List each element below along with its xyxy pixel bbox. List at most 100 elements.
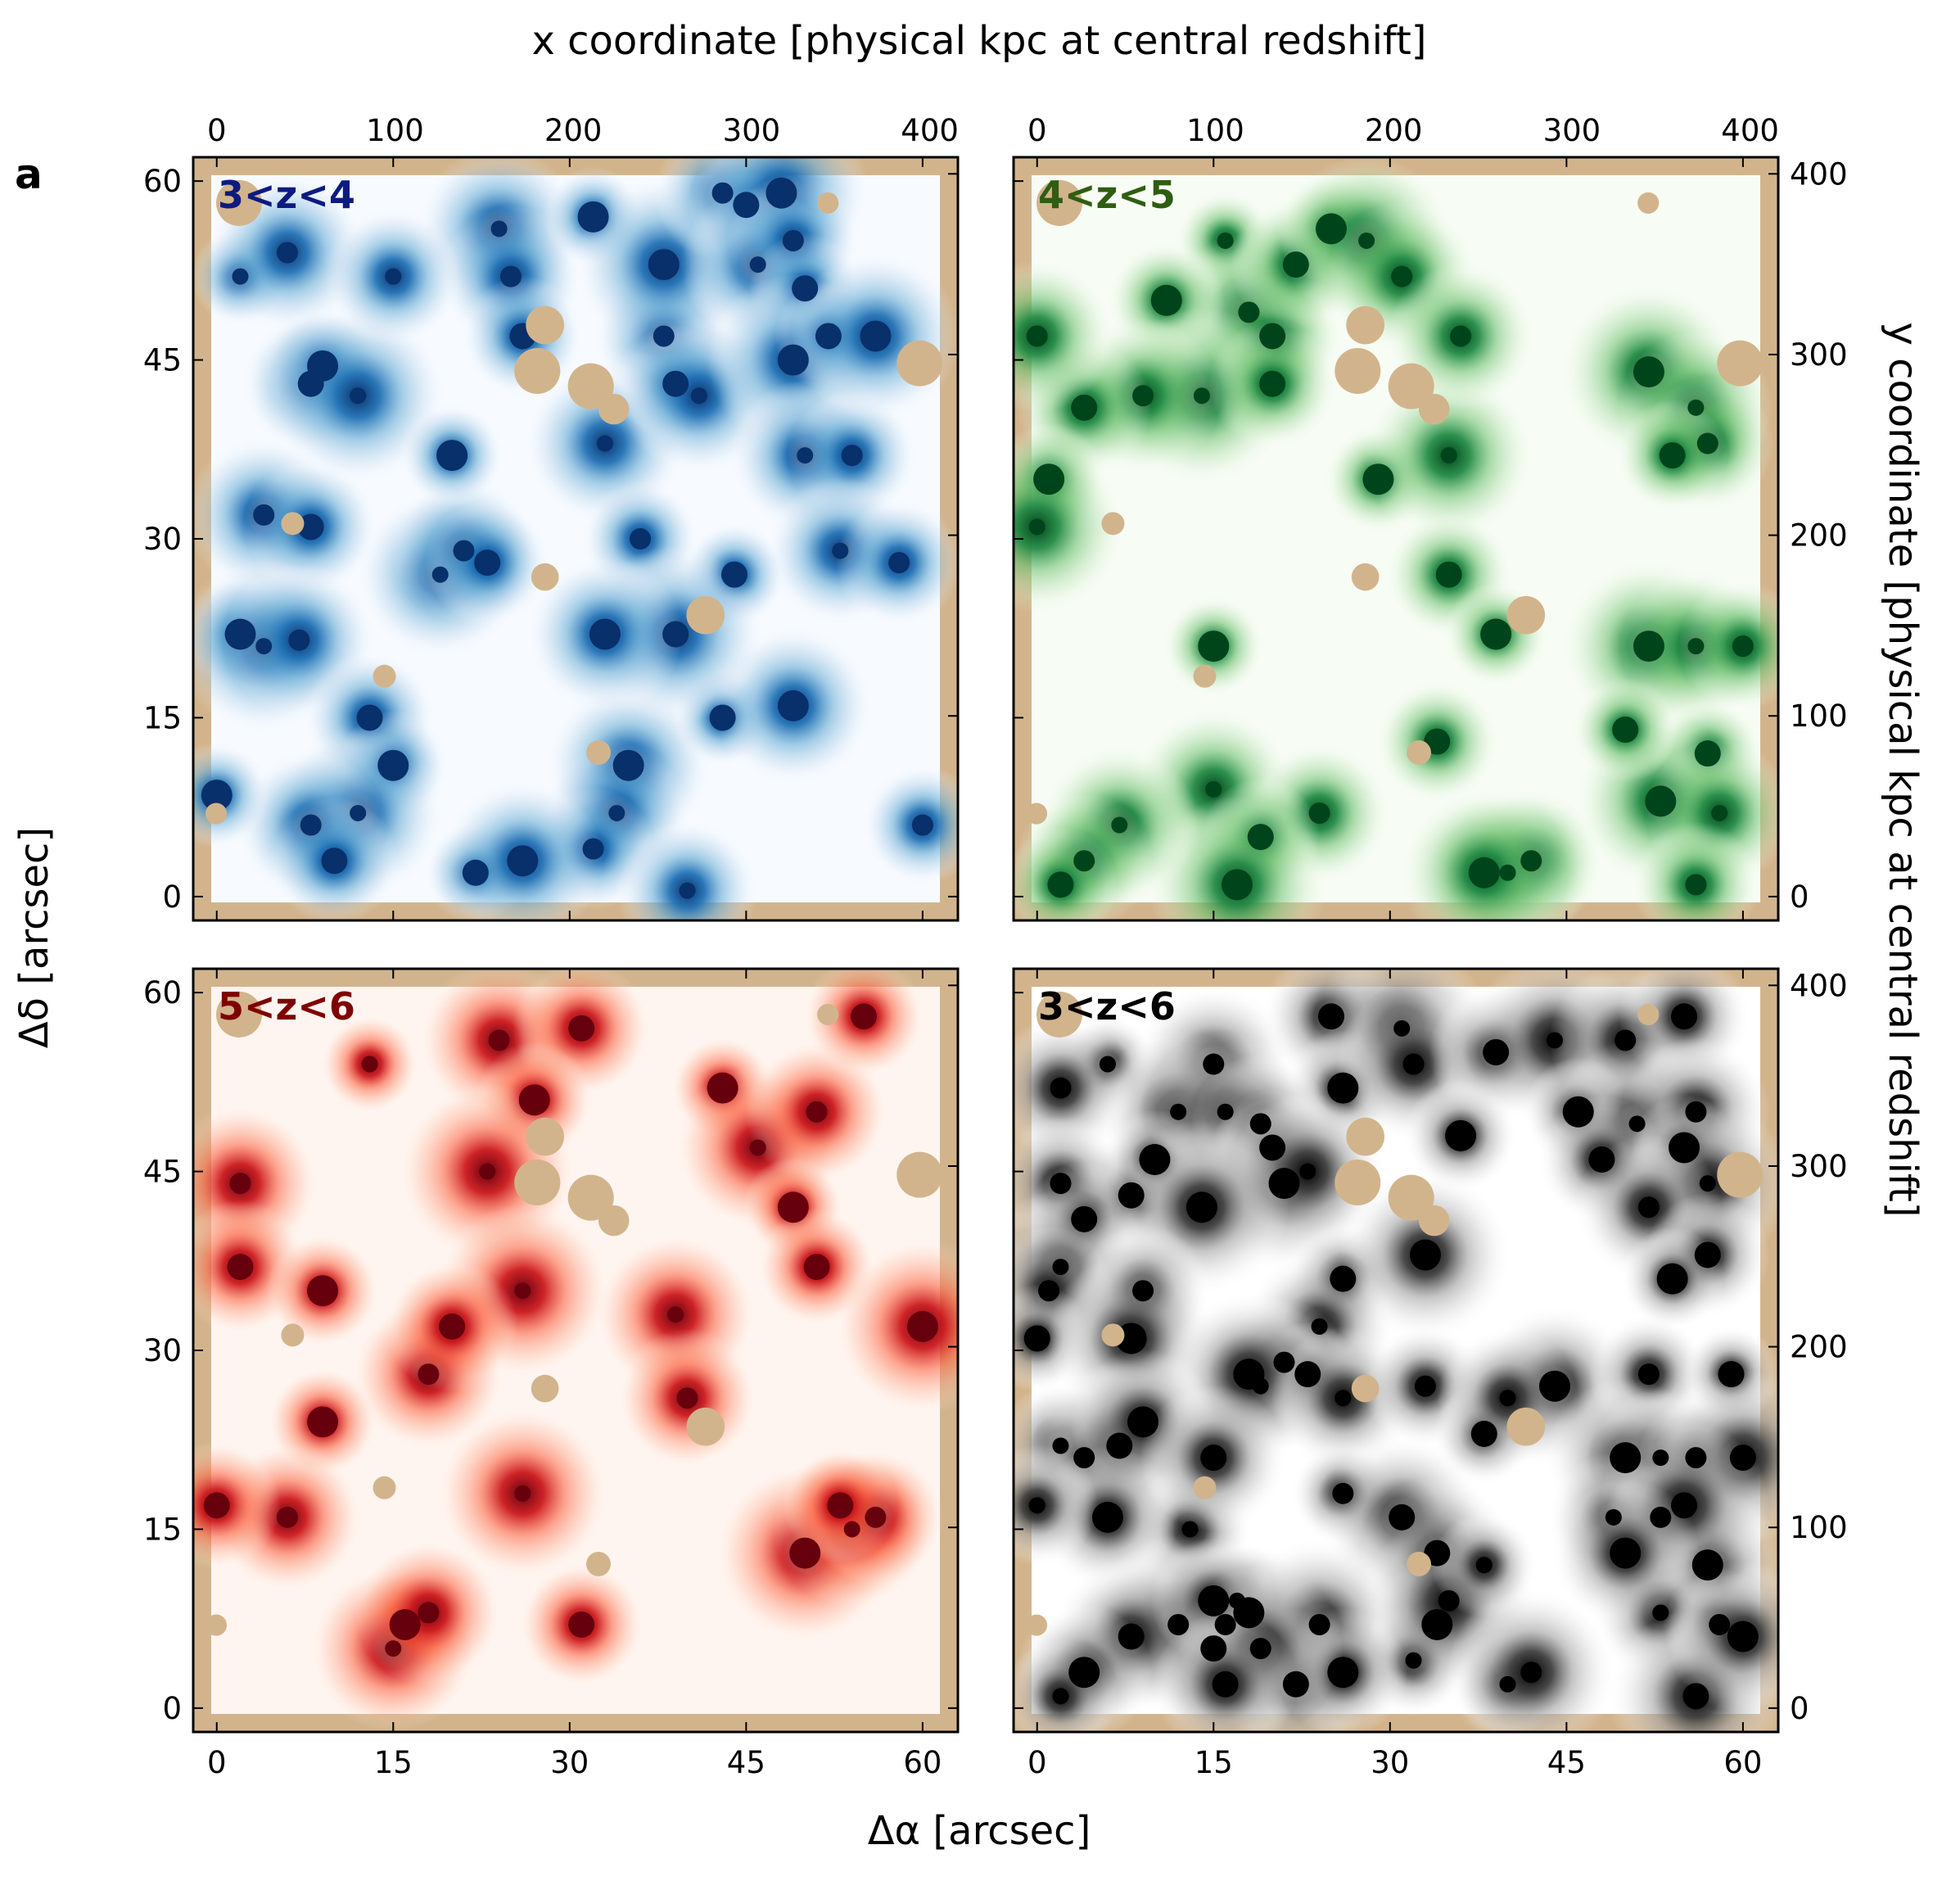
top-tick-label: 400 bbox=[1721, 113, 1779, 148]
mask-blob bbox=[373, 664, 396, 688]
source-core-blue-18 bbox=[474, 549, 501, 577]
mask-blob bbox=[531, 563, 559, 591]
mask-blob bbox=[1419, 393, 1450, 425]
panel-grey: 3<z<6 0 15 30 45 60 0 100 200 300 400 bbox=[1012, 967, 1848, 1780]
source-core-green-22 bbox=[1424, 728, 1451, 755]
mask-blob bbox=[373, 1476, 396, 1499]
y-tick-label: 45 bbox=[143, 1155, 182, 1190]
top-tick-label: 400 bbox=[901, 113, 959, 148]
right-tick-label: 300 bbox=[1790, 337, 1848, 373]
source-core-red-12 bbox=[514, 1485, 531, 1502]
mask-blob bbox=[281, 512, 305, 536]
source-core-blue-44 bbox=[608, 804, 625, 821]
source-core-red-0 bbox=[361, 1056, 378, 1073]
source-core-grey-82 bbox=[1424, 1540, 1451, 1567]
mask-blob bbox=[1351, 1374, 1380, 1403]
source-core-grey-13 bbox=[1685, 1101, 1707, 1123]
source-core-green-4 bbox=[1193, 387, 1210, 405]
source-core-grey-89 bbox=[1520, 1662, 1542, 1684]
source-core-blue-17 bbox=[453, 540, 475, 562]
source-core-blue-36 bbox=[797, 447, 814, 464]
source-core-grey-10 bbox=[1671, 1003, 1698, 1030]
source-core-green-1 bbox=[1238, 301, 1260, 323]
source-core-red-31 bbox=[906, 1310, 938, 1342]
heatmap-grey bbox=[1014, 969, 1778, 1732]
panel-label-grey: 3<z<6 bbox=[1038, 984, 1176, 1029]
mask-blob bbox=[216, 179, 263, 226]
source-core-blue-14 bbox=[321, 848, 348, 875]
source-core-blue-1 bbox=[276, 242, 298, 264]
source-core-green-10 bbox=[1282, 251, 1309, 278]
source-core-blue-26 bbox=[662, 370, 689, 397]
source-core-blue-47 bbox=[507, 845, 539, 877]
source-core-green-29 bbox=[1073, 850, 1095, 872]
top-tick-label: 300 bbox=[1543, 113, 1601, 148]
source-core-blue-8 bbox=[255, 638, 273, 655]
source-core-green-31 bbox=[1633, 356, 1664, 388]
mask-blob bbox=[205, 803, 228, 825]
source-core-grey-15 bbox=[1669, 1132, 1700, 1164]
source-core-grey-85 bbox=[1438, 1589, 1460, 1612]
source-core-blue-16 bbox=[431, 566, 449, 583]
source-core-grey-60 bbox=[1605, 1508, 1622, 1526]
top-axis-title: x coordinate [physical kpc at central re… bbox=[531, 18, 1426, 64]
source-core-blue-35 bbox=[777, 344, 809, 376]
source-core-green-18 bbox=[1435, 561, 1462, 588]
source-core-grey-88 bbox=[1499, 1675, 1516, 1693]
source-core-grey-9 bbox=[1615, 1029, 1637, 1051]
mask-blob bbox=[586, 1552, 611, 1576]
source-core-grey-26 bbox=[1259, 1134, 1286, 1161]
source-core-grey-53 bbox=[1685, 1447, 1707, 1469]
mask-blob bbox=[586, 740, 611, 765]
source-core-blue-20 bbox=[490, 220, 508, 237]
source-core-grey-56 bbox=[1652, 1604, 1669, 1621]
source-core-grey-33 bbox=[1132, 1280, 1154, 1302]
source-core-green-9 bbox=[1026, 325, 1048, 347]
source-core-blue-13 bbox=[300, 814, 322, 836]
source-core-grey-38 bbox=[1023, 1325, 1050, 1352]
mask-blob bbox=[896, 1151, 943, 1198]
source-core-grey-49 bbox=[1637, 1363, 1660, 1386]
source-core-green-33 bbox=[1696, 432, 1718, 454]
mask-blob bbox=[1101, 1323, 1125, 1347]
source-core-grey-11 bbox=[1562, 1096, 1594, 1128]
source-core-green-13 bbox=[1391, 265, 1413, 287]
source-core-grey-19 bbox=[1656, 1263, 1688, 1295]
x-tick-label: 45 bbox=[727, 1745, 765, 1780]
source-core-blue-45 bbox=[582, 838, 604, 860]
mask-blob bbox=[1025, 803, 1048, 825]
source-core-grey-7 bbox=[1445, 1119, 1477, 1151]
source-core-red-10 bbox=[439, 1313, 466, 1340]
source-core-green-14 bbox=[1259, 370, 1286, 397]
source-core-grey-52 bbox=[1652, 1449, 1669, 1467]
source-core-green-20 bbox=[1499, 864, 1516, 881]
mask-blob bbox=[514, 347, 561, 394]
source-core-grey-28 bbox=[1299, 1163, 1316, 1180]
source-core-grey-65 bbox=[1073, 1447, 1095, 1469]
heatmap-red bbox=[193, 969, 958, 1732]
source-core-grey-2 bbox=[1317, 1003, 1344, 1030]
source-core-red-2 bbox=[568, 1015, 595, 1042]
source-core-blue-24 bbox=[596, 435, 613, 452]
source-core-green-40 bbox=[1711, 804, 1728, 821]
mask-blob bbox=[514, 1159, 561, 1205]
mask-blob bbox=[1388, 363, 1434, 409]
source-core-grey-32 bbox=[1052, 1259, 1069, 1276]
source-core-grey-79 bbox=[1068, 1657, 1100, 1689]
top-tick-label: 100 bbox=[1186, 113, 1244, 148]
source-core-grey-64 bbox=[1052, 1437, 1069, 1454]
source-core-grey-41 bbox=[1273, 1351, 1295, 1373]
source-core-blue-32 bbox=[749, 256, 766, 274]
source-core-grey-47 bbox=[1538, 1370, 1570, 1402]
source-core-green-43 bbox=[1468, 857, 1500, 889]
source-core-grey-63 bbox=[1610, 1537, 1642, 1569]
source-core-red-1 bbox=[488, 1029, 510, 1051]
source-core-blue-29 bbox=[711, 182, 734, 204]
source-core-grey-23 bbox=[1139, 1144, 1171, 1175]
x-tick-label: 45 bbox=[1547, 1745, 1586, 1780]
source-core-green-26 bbox=[1247, 824, 1274, 851]
source-core-grey-55 bbox=[1691, 1549, 1723, 1581]
source-core-green-0 bbox=[1217, 232, 1234, 249]
mask-blob bbox=[1407, 1552, 1431, 1576]
source-core-red-25 bbox=[676, 1387, 698, 1409]
